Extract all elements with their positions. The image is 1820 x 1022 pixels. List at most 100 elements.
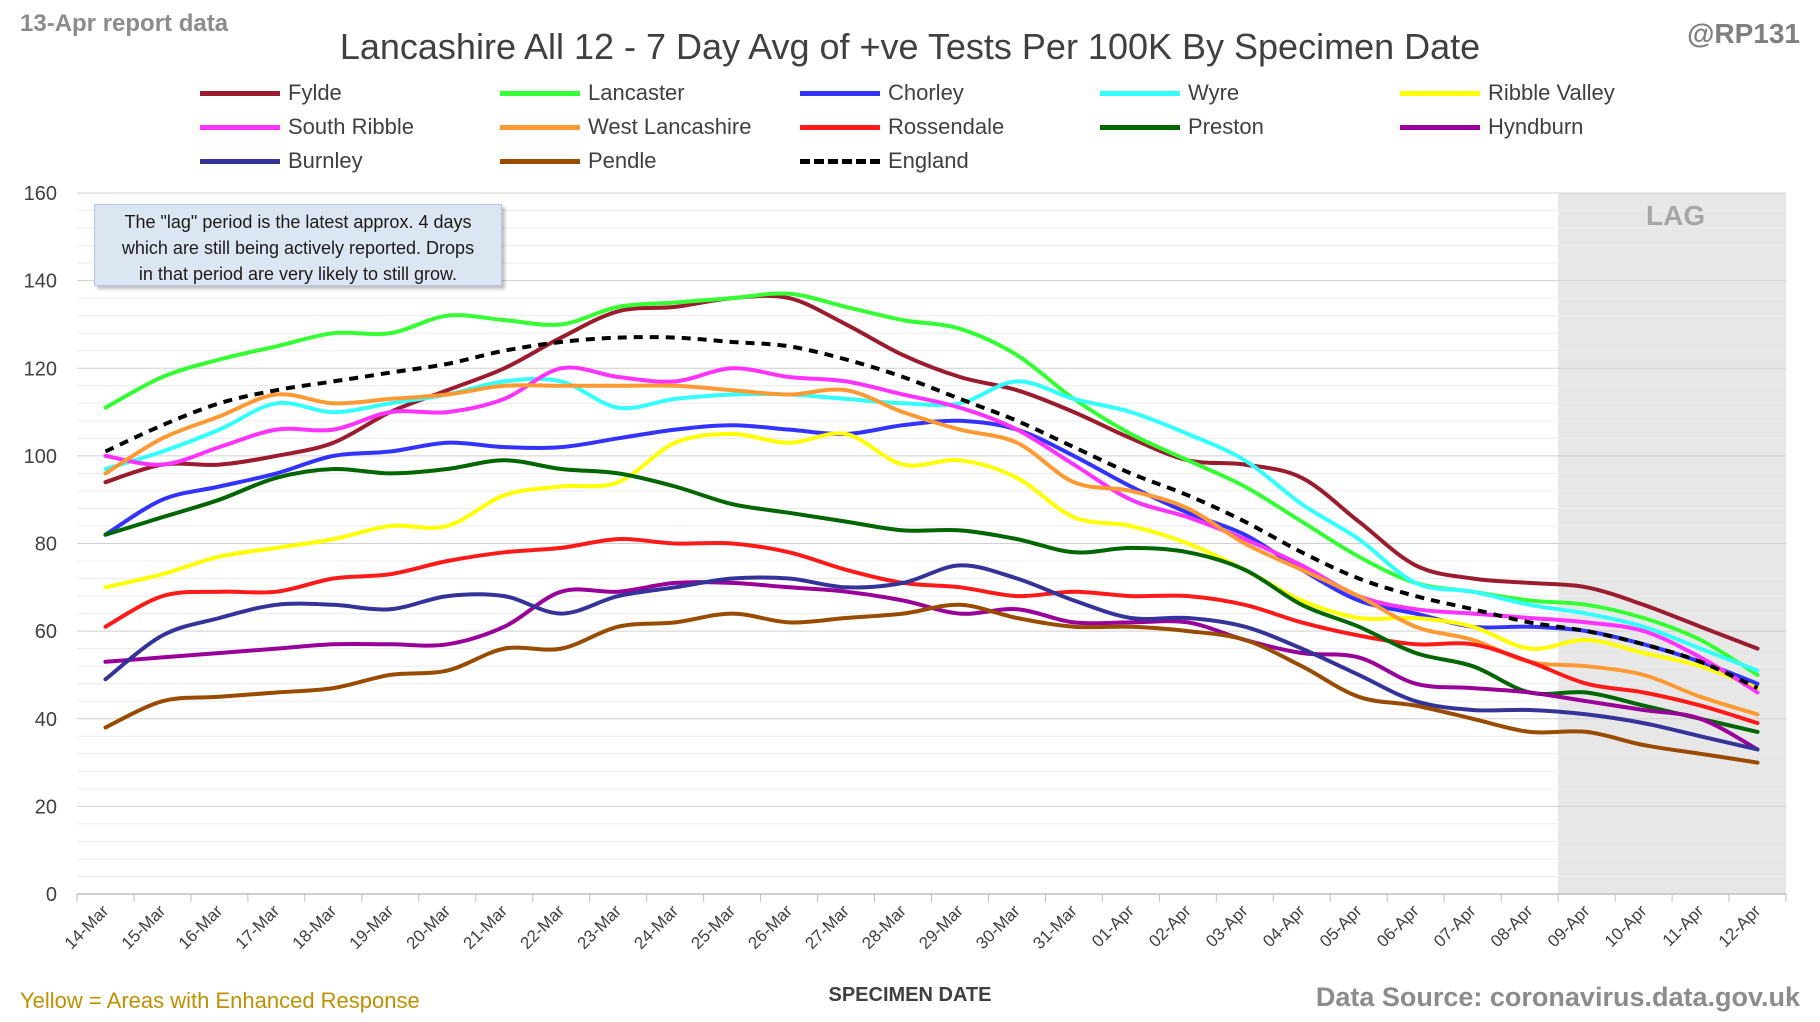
x-tick-label: 17-Mar: [232, 901, 284, 953]
lag-note-box: The "lag" period is the latest approx. 4…: [94, 204, 502, 286]
x-tick-label: 15-Mar: [118, 901, 170, 953]
legend-label: West Lancashire: [588, 114, 752, 139]
x-tick-label: 01-Apr: [1088, 901, 1138, 951]
x-axis-title: SPECIMEN DATE: [828, 984, 992, 1006]
enhanced-response-note: Yellow = Areas with Enhanced Response: [20, 988, 420, 1013]
legend-item: West Lancashire: [500, 112, 751, 142]
series-line-south-ribble: [103, 365, 1760, 695]
x-tick-label: 26-Mar: [744, 901, 796, 953]
legend-swatch: [800, 90, 880, 96]
legend-item: Rossendale: [800, 112, 1004, 142]
x-tick-label: 16-Mar: [175, 901, 227, 953]
legend-label: England: [888, 148, 969, 173]
y-tick-label: 120: [24, 358, 57, 380]
x-tick-label: 29-Mar: [915, 901, 967, 953]
legend-item: Wyre: [1100, 78, 1239, 108]
legend-label: Rossendale: [888, 114, 1005, 139]
x-tick-label: 08-Apr: [1487, 901, 1537, 951]
legend-swatch: [500, 90, 580, 96]
legend-item: Preston: [1100, 112, 1264, 142]
y-tick-label: 80: [35, 534, 57, 556]
x-tick-label: 24-Mar: [630, 901, 682, 953]
x-tick-label: 03-Apr: [1202, 901, 1252, 951]
legend-item: England: [800, 146, 969, 176]
series-line-ribble-valley: [103, 431, 1760, 691]
legend-swatch: [1100, 90, 1180, 96]
x-tick-label: 09-Apr: [1544, 901, 1594, 951]
series-line-rossendale: [103, 537, 1760, 726]
x-tick-label: 23-Mar: [573, 901, 625, 953]
x-tick-label: 22-Mar: [517, 901, 569, 953]
lag-note-line-3: in that period are very likely to still …: [138, 264, 458, 284]
data-source: Data Source: coronavirus.data.gov.uk: [1315, 982, 1800, 1012]
legend-label: Lancaster: [588, 80, 685, 105]
y-tick-label: 160: [24, 183, 57, 205]
legend: Fylde Lancaster Chorley Wyre Ribble Valley So…: [200, 78, 1700, 188]
y-tick-label: 100: [24, 446, 57, 468]
x-tick-label: 31-Mar: [1029, 901, 1081, 953]
x-tick-label: 19-Mar: [346, 901, 398, 953]
x-tick-label: 12-Apr: [1715, 901, 1765, 951]
legend-item: Burnley: [200, 146, 363, 176]
x-tick-label: 20-Mar: [403, 901, 455, 953]
lag-note-line-2: which are still being actively reported.…: [121, 238, 475, 258]
series-line-wyre: [103, 376, 1760, 673]
y-tick-label: 0: [46, 884, 57, 906]
legend-label: Chorley: [888, 80, 964, 105]
legend-swatch: [200, 158, 280, 164]
x-tick-label: 14-Mar: [61, 901, 113, 953]
legend-label: South Ribble: [288, 114, 414, 139]
legend-swatch: [500, 124, 580, 130]
legend-swatch: [200, 124, 280, 130]
legend-swatch: [800, 158, 880, 164]
legend-item: Chorley: [800, 78, 964, 108]
legend-label: Preston: [1188, 114, 1264, 139]
x-tick-label: 30-Mar: [972, 901, 1024, 953]
series-line-west-lancashire: [103, 383, 1760, 717]
x-tick-label: 25-Mar: [687, 901, 739, 953]
x-tick-label: 18-Mar: [289, 901, 341, 953]
legend-item: Fylde: [200, 78, 342, 108]
legend-swatch: [800, 124, 880, 130]
series-line-pendle: [103, 602, 1760, 765]
legend-item: Ribble Valley: [1400, 78, 1615, 108]
legend-item: Lancaster: [500, 78, 685, 108]
x-tick-label: 10-Apr: [1601, 901, 1651, 951]
legend-swatch: [1400, 124, 1480, 130]
legend-swatch: [1100, 124, 1180, 130]
x-tick-label: 28-Mar: [858, 901, 910, 953]
legend-swatch: [500, 158, 580, 164]
x-tick-label: 05-Apr: [1316, 901, 1366, 951]
series-line-burnley: [103, 563, 1760, 752]
legend-label: Wyre: [1188, 80, 1240, 105]
legend-label: Pendle: [588, 148, 657, 173]
legend-item: Pendle: [500, 146, 657, 176]
series-line-england: [104, 335, 1759, 690]
legend-label: Ribble Valley: [1488, 80, 1615, 105]
legend-label: Hyndburn: [1488, 114, 1584, 139]
x-tick-label: 21-Mar: [460, 901, 512, 953]
legend-label: Fylde: [288, 80, 342, 105]
legend-item: South Ribble: [200, 112, 414, 142]
x-tick-label: 02-Apr: [1145, 901, 1195, 951]
x-tick-label: 07-Apr: [1430, 901, 1480, 951]
legend-swatch: [200, 90, 280, 96]
lag-label: LAG: [1646, 200, 1706, 231]
x-tick-label: 06-Apr: [1373, 901, 1423, 951]
y-tick-label: 20: [35, 796, 57, 818]
series-line-preston: [103, 458, 1760, 734]
author-handle: @RP131: [1687, 18, 1800, 49]
x-tick-label: 04-Apr: [1259, 901, 1309, 951]
report-date-label: 13-Apr report data: [20, 10, 229, 37]
legend-label: Burnley: [288, 148, 363, 173]
lag-note-line-1: The "lag" period is the latest approx. 4…: [124, 212, 472, 232]
x-tick-label: 11-Apr: [1659, 901, 1708, 950]
y-tick-label: 60: [35, 621, 57, 643]
x-tick-label: 27-Mar: [801, 901, 853, 953]
chart-title: Lancashire All 12 - 7 Day Avg of +ve Tes…: [339, 26, 1481, 67]
legend-item: Hyndburn: [1400, 112, 1583, 142]
y-tick-label: 40: [35, 709, 57, 731]
y-tick-label: 140: [24, 271, 57, 293]
